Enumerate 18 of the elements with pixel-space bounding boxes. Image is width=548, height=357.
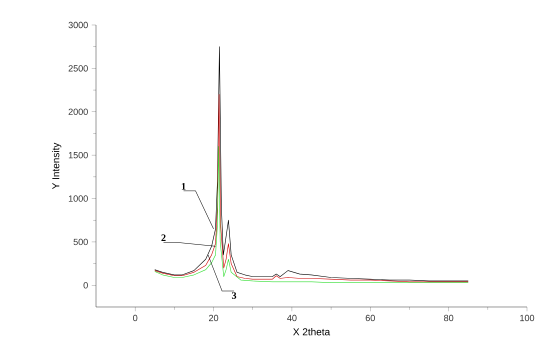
x-tick-label: 20	[209, 314, 218, 322]
x-tick-label: 0	[133, 314, 138, 322]
annotation: 3	[232, 292, 236, 299]
y-tick-label: 500	[74, 238, 88, 246]
y-tick-label: 1000	[68, 195, 88, 202]
y-axis-title: Y Intensity	[52, 142, 62, 190]
x-tick-label: 40	[287, 314, 297, 322]
annotation: 2	[161, 234, 166, 242]
y-tick-label: 2500	[68, 65, 88, 72]
annotation: 1	[182, 183, 186, 190]
y-tick-label: 3000	[68, 22, 88, 28]
y-tick-label: 1500	[68, 152, 88, 158]
x-tick-label: 80	[444, 314, 454, 322]
y-tick-label: 0	[84, 282, 88, 288]
x-tick-label: 60	[366, 314, 375, 322]
y-tick-label: 2000	[68, 108, 88, 115]
x-axis-title: X 2theta	[293, 328, 330, 336]
x-tick-label: 100	[520, 314, 534, 322]
